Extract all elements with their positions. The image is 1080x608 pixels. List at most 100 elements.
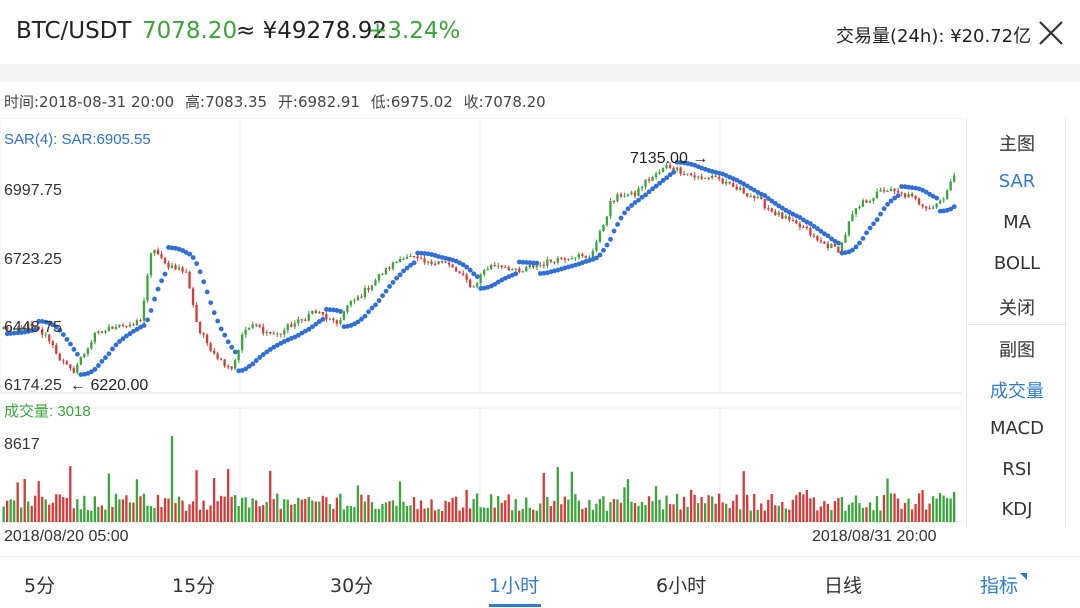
volume-bar [328, 504, 331, 522]
main-indicator-boll[interactable]: BOLL [993, 253, 1041, 274]
sar-dot [874, 217, 880, 223]
sub-indicator-rsi[interactable]: RSI [1002, 459, 1032, 480]
volume-bar [588, 499, 591, 522]
candle-body [44, 334, 47, 336]
main-indicator-close[interactable]: 关闭 [999, 298, 1035, 319]
candle-body [241, 334, 244, 351]
volume-bar [244, 497, 247, 522]
candle-body [809, 227, 812, 236]
volume-bar [844, 510, 847, 522]
volume-bar [735, 494, 738, 522]
candle-body [686, 173, 689, 175]
candle-body [205, 334, 209, 344]
volume-bar [721, 502, 724, 522]
volume-bar [370, 502, 374, 522]
volume-bar [318, 501, 321, 522]
sar-dot [387, 284, 392, 289]
candle-body [233, 360, 237, 369]
candle-body [181, 267, 184, 272]
sar-dot [359, 316, 364, 322]
tab-15min[interactable]: 15分 [172, 575, 216, 597]
candle-body [69, 364, 72, 369]
sar-dot [369, 305, 375, 311]
candle-body [577, 254, 581, 258]
candle-body [945, 190, 949, 200]
volume-bar [202, 500, 205, 522]
volume-bar [223, 496, 226, 522]
volume-bar [118, 499, 121, 522]
candle-body [297, 319, 300, 324]
sar-dot [103, 355, 108, 361]
volume-bar [41, 496, 44, 522]
tab-daily[interactable]: 日线 [824, 575, 863, 597]
sar-dot [36, 318, 42, 324]
sar-dot [124, 333, 129, 339]
close-icon[interactable] [1034, 16, 1068, 50]
volume-bar [279, 508, 282, 522]
volume-bar [486, 507, 489, 522]
candle-body [55, 345, 58, 354]
sar-dot [530, 260, 536, 266]
tab-30min[interactable]: 30分 [330, 575, 374, 597]
sub-indicator-kdj[interactable]: KDJ [1001, 499, 1033, 520]
volume-bar [847, 504, 851, 522]
max-price-annotation: 7135.00 → [630, 150, 708, 167]
tab-1hour[interactable]: 1小时 [489, 575, 540, 597]
volume-bar [756, 510, 759, 522]
candle-body [682, 173, 686, 175]
candle-body [675, 167, 679, 171]
sar-dot [513, 271, 519, 277]
candle-body [314, 310, 317, 314]
volume-bar [170, 436, 174, 522]
volume-bar [342, 509, 346, 522]
main-indicator-sar[interactable]: SAR [998, 171, 1036, 192]
volume-bar [356, 485, 360, 522]
candle-body [749, 195, 752, 197]
volume-bar [377, 509, 381, 522]
candle-body [637, 188, 640, 196]
sub-indicator-volume[interactable]: 成交量 [990, 381, 1044, 402]
volume-bar [58, 494, 61, 522]
main-indicator-ma[interactable]: MA [1003, 212, 1031, 233]
volume-bar [111, 506, 114, 522]
volume-bar [767, 499, 770, 522]
candle-body [483, 270, 486, 275]
volume-bar [388, 501, 391, 522]
sar-dot [211, 310, 217, 316]
candle-body [774, 211, 777, 215]
sar-dot [411, 260, 417, 266]
volume-bar [553, 500, 556, 522]
candle-body [128, 324, 132, 327]
sar-dot [867, 225, 873, 231]
kline-chart[interactable]: SAR(4): SAR:6905.55 6997.75 6723.25 6448… [0, 118, 962, 548]
volume-bar [556, 467, 559, 522]
sar-dot [222, 332, 228, 338]
candle-body [248, 327, 251, 330]
tab-5min[interactable]: 5分 [24, 575, 56, 597]
candle-body [756, 196, 759, 199]
interval-tabs: 5分 15分 30分 1小时 6小时 日线 指标 [0, 556, 1080, 608]
volume-bar [514, 499, 517, 522]
sar-dot [127, 331, 133, 337]
candle-body [500, 265, 503, 268]
candle-body [374, 280, 377, 286]
sar-dot [523, 260, 529, 265]
candle-body [135, 320, 139, 325]
sar-dot [159, 278, 164, 284]
sar-dot [457, 260, 463, 266]
candle-body [518, 268, 521, 273]
volume-bar [156, 494, 160, 522]
sar-dot [762, 193, 768, 198]
candle-body [335, 320, 339, 324]
candle-body [917, 198, 921, 205]
tab-6hour[interactable]: 6小时 [656, 575, 707, 597]
sar-dot [902, 184, 908, 190]
sar-dot [744, 183, 750, 189]
sub-indicator-macd[interactable]: MACD [990, 418, 1044, 439]
volume-bar [770, 494, 773, 522]
sar-dot [516, 259, 522, 265]
candle-body [528, 265, 531, 268]
tab-indicators[interactable]: 指标 [980, 571, 1028, 598]
candle-body [76, 364, 79, 373]
candle-body [921, 204, 924, 207]
